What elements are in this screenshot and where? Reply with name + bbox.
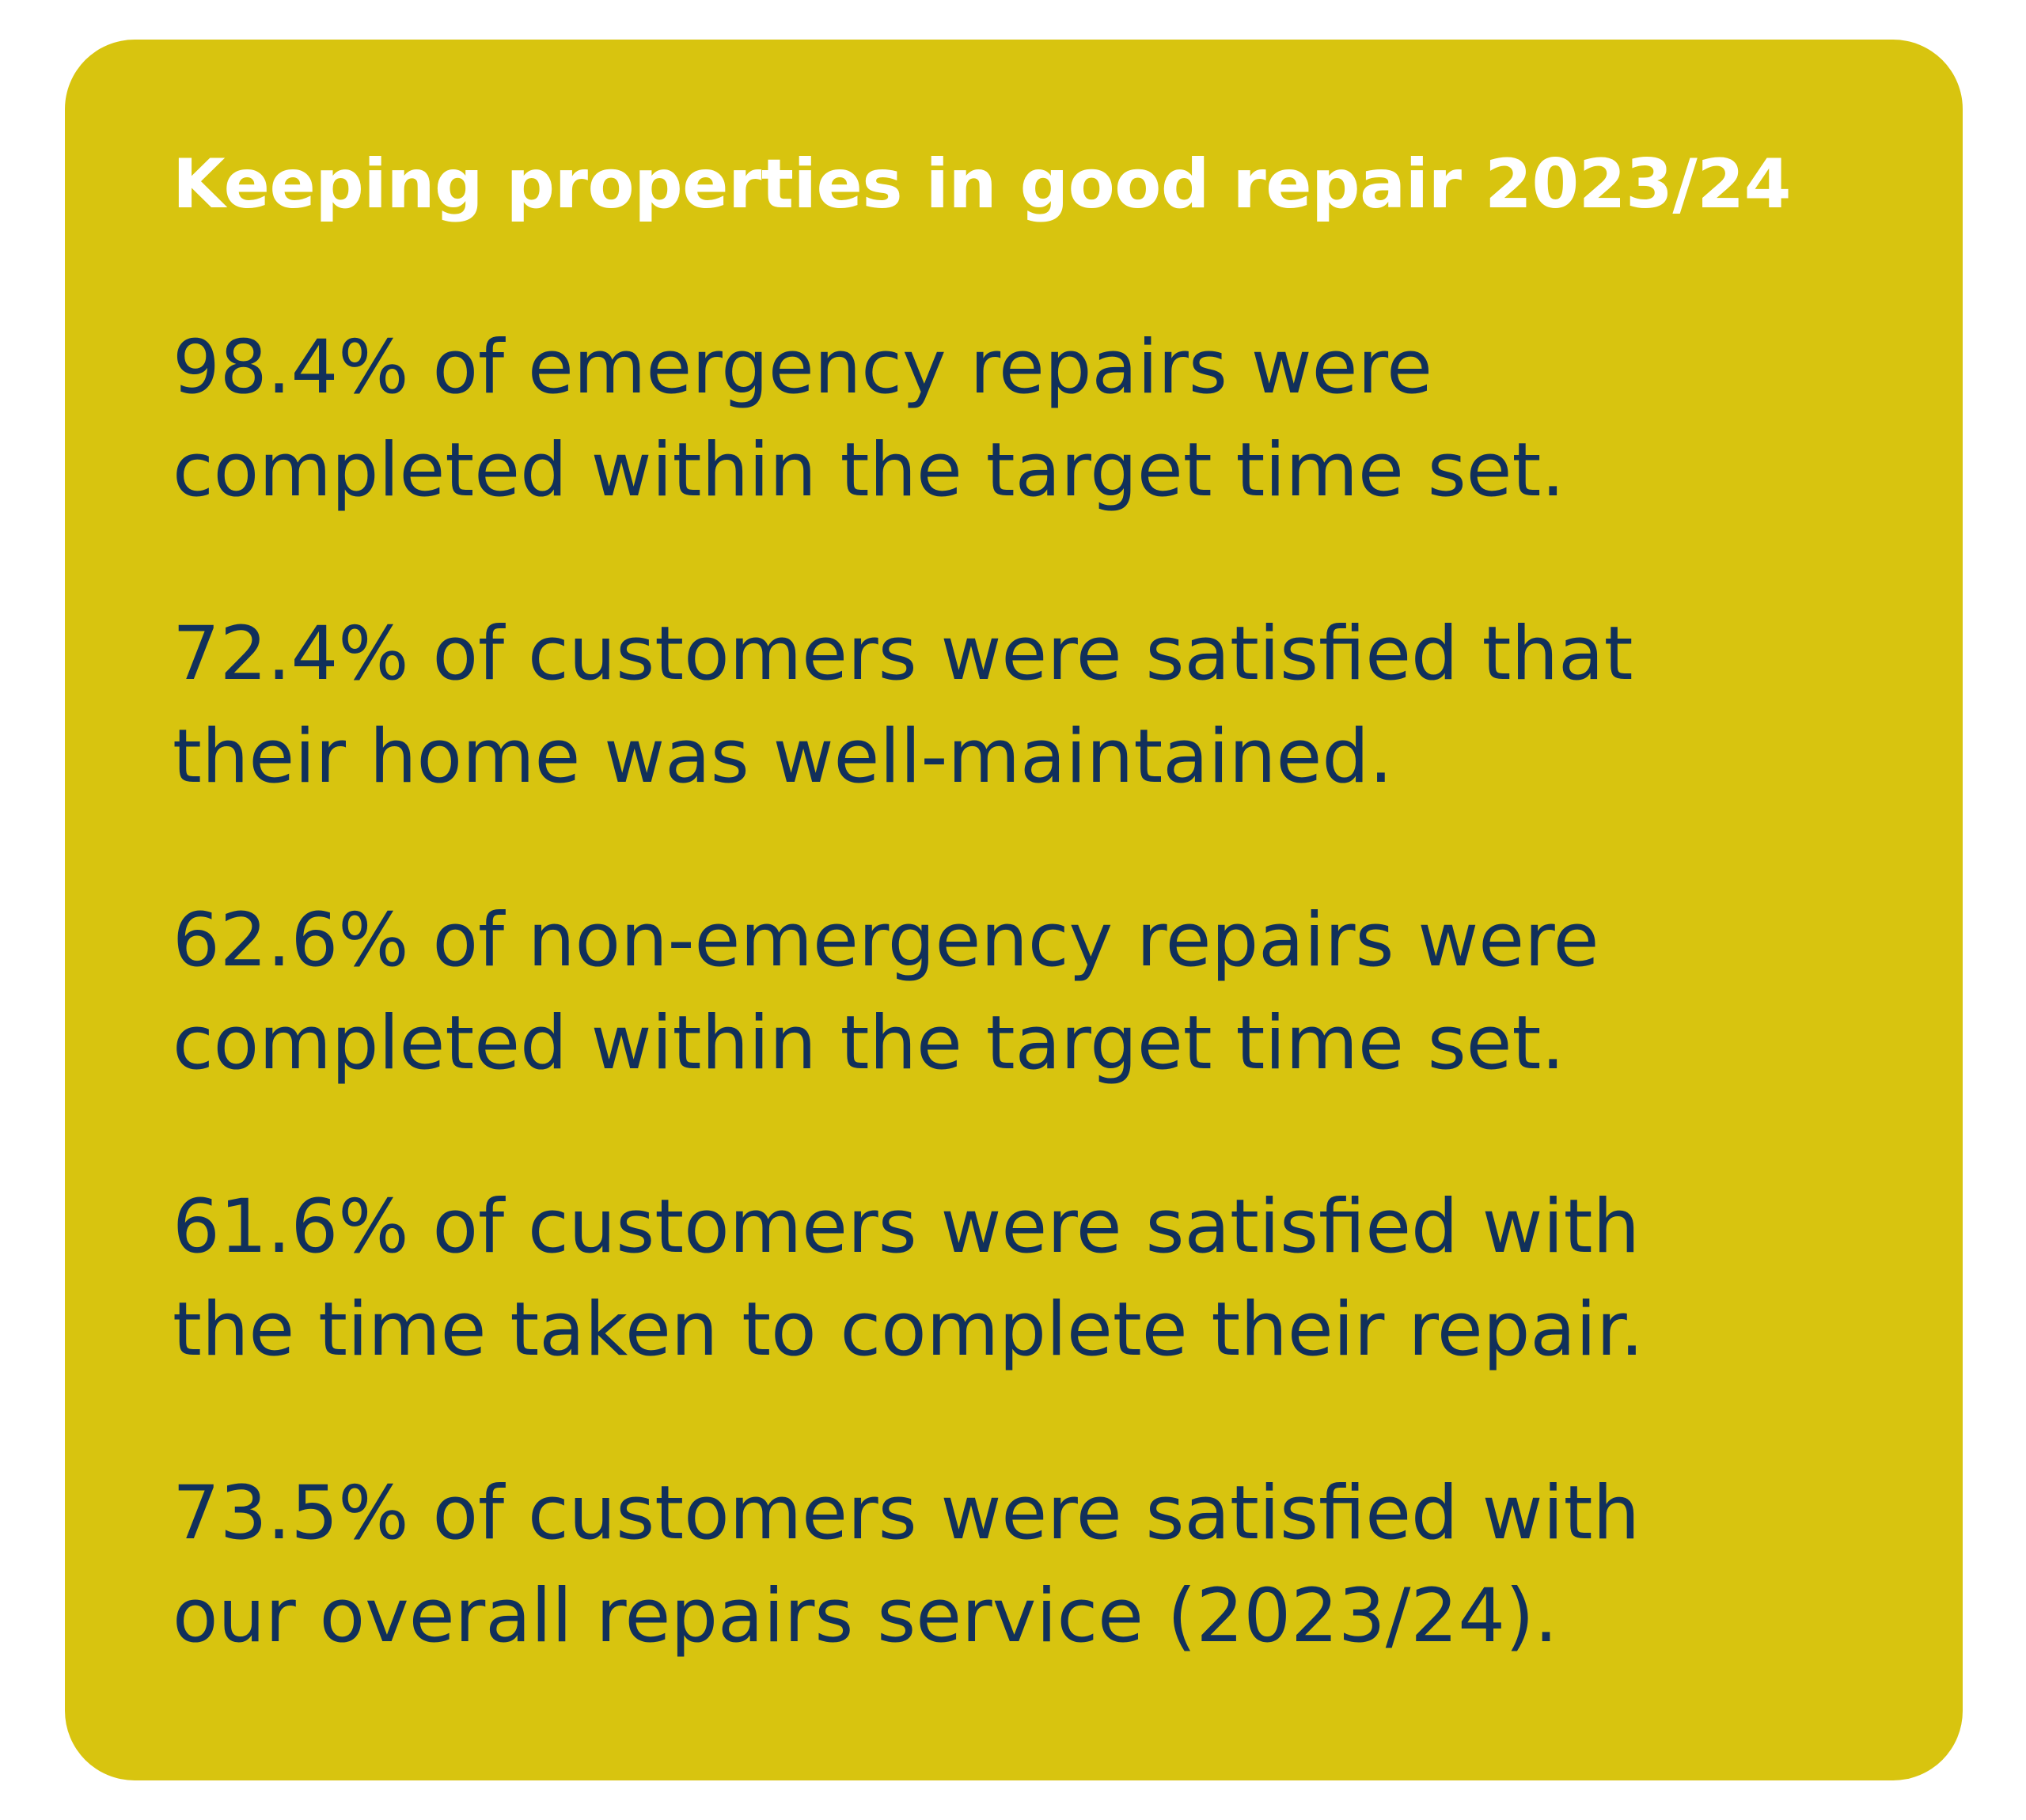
stat-repair-time-satisfaction: 61.6% of customers were satisfied with t…: [173, 1176, 1929, 1382]
stats-list: 98.4% of emergency repairs were complete…: [173, 317, 1963, 1668]
stat-line: 72.4% of customers were satisfied that: [173, 611, 1633, 697]
stat-line: completed within the target time set.: [173, 427, 1565, 514]
stat-line: 73.5% of customers were satisfied with: [173, 1470, 1641, 1556]
panel-title: Keeping properties in good repair 2023/2…: [173, 145, 1791, 224]
stat-line: our overall repairs service (2023/24).: [173, 1573, 1558, 1659]
stat-overall-repairs-satisfaction: 73.5% of customers were satisfied with o…: [173, 1462, 1929, 1668]
stat-line: their home was well-maintained.: [173, 714, 1393, 800]
stat-non-emergency-repairs: 62.6% of non-emergency repairs were comp…: [173, 889, 1929, 1095]
stat-line: 98.4% of emergency repairs were: [173, 324, 1432, 411]
stat-home-well-maintained: 72.4% of customers were satisfied that t…: [173, 603, 1929, 809]
repair-stats-panel: Keeping properties in good repair 2023/2…: [65, 40, 1963, 1780]
stat-emergency-repairs: 98.4% of emergency repairs were complete…: [173, 317, 1929, 522]
stat-line: completed within the target time set.: [173, 1000, 1565, 1086]
stat-line: 62.6% of non-emergency repairs were: [173, 897, 1599, 984]
stat-line: 61.6% of customers were satisfied with: [173, 1184, 1641, 1270]
stat-line: the time taken to complete their repair.: [173, 1287, 1645, 1373]
